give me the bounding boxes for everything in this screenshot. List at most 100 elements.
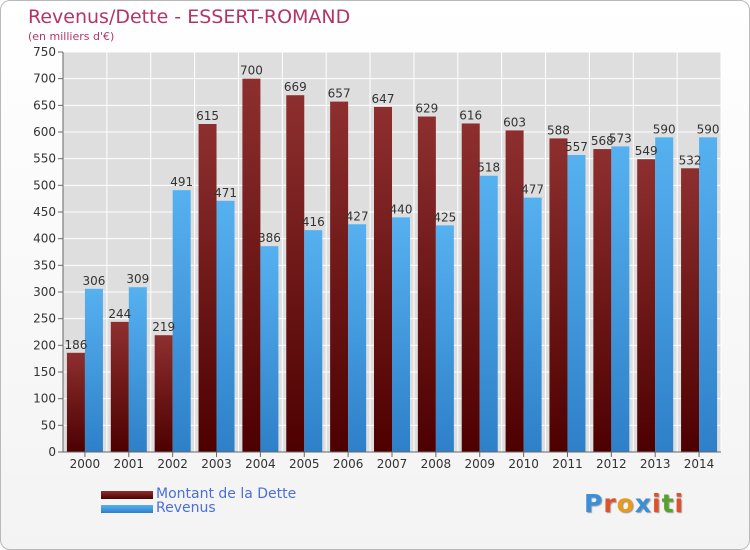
data-label-debt: 532 — [679, 153, 702, 167]
y-tick-label: 0 — [48, 445, 56, 459]
bar-debt — [198, 124, 217, 452]
y-tick-label: 200 — [33, 338, 56, 352]
bar-revenue — [260, 246, 279, 452]
y-tick-label: 700 — [33, 72, 56, 86]
x-tick-label: 2005 — [289, 457, 320, 471]
bar-revenue — [128, 287, 147, 452]
bar-debt — [549, 138, 568, 452]
y-tick-label: 100 — [33, 392, 56, 406]
y-tick-label: 550 — [33, 152, 56, 166]
bar-revenue — [479, 175, 498, 452]
x-tick-label: 2014 — [684, 457, 715, 471]
bar-revenue — [216, 200, 235, 452]
x-tick-label: 2001 — [114, 457, 145, 471]
data-label-debt: 616 — [459, 108, 482, 122]
legend-revenue-swatch — [101, 505, 153, 513]
bar-debt — [66, 352, 85, 452]
legend-debt-swatch — [101, 491, 153, 499]
y-tick-label: 750 — [33, 45, 56, 59]
x-tick-label: 2002 — [157, 457, 188, 471]
x-tick-label: 2000 — [70, 457, 101, 471]
logo-letter: t — [661, 489, 675, 518]
bar-debt — [593, 149, 612, 453]
y-tick-label: 650 — [33, 98, 56, 112]
data-label-revenue: 471 — [214, 186, 237, 200]
y-tick-label: 250 — [33, 312, 56, 326]
data-label-debt: 588 — [547, 123, 570, 137]
y-tick-label: 150 — [33, 365, 56, 379]
data-label-revenue: 440 — [390, 202, 413, 216]
proxiti-logo: Proxiti — [584, 489, 684, 518]
x-tick-label: 2003 — [201, 457, 232, 471]
data-label-debt: 629 — [415, 102, 438, 116]
x-tick-label: 2011 — [552, 457, 583, 471]
data-label-debt: 568 — [591, 134, 614, 148]
data-label-revenue: 491 — [170, 175, 193, 189]
bar-debt — [110, 321, 129, 452]
data-label-debt: 244 — [108, 307, 131, 321]
logo-letter: i — [674, 489, 685, 518]
data-label-revenue: 573 — [609, 131, 632, 145]
bar-debt — [330, 101, 349, 452]
bar-revenue — [392, 217, 410, 452]
bar-debt — [286, 95, 305, 452]
bar-revenue — [435, 225, 454, 452]
bar-revenue — [611, 146, 630, 452]
data-label-revenue: 557 — [565, 140, 588, 154]
bar-debt — [374, 106, 392, 452]
data-label-debt: 647 — [372, 92, 395, 106]
data-label-revenue: 590 — [653, 122, 676, 136]
data-label-revenue: 306 — [82, 274, 105, 288]
chart-subtitle: (en milliers d'€) — [28, 30, 115, 43]
y-tick-label: 450 — [33, 205, 56, 219]
data-label-debt: 669 — [284, 80, 307, 94]
x-tick-label: 2012 — [596, 457, 627, 471]
bar-revenue — [348, 224, 367, 452]
bar-debt — [154, 335, 173, 452]
bar-debt — [637, 159, 656, 452]
data-label-revenue: 425 — [433, 210, 456, 224]
bar-revenue — [304, 230, 323, 452]
data-label-debt: 186 — [64, 338, 87, 352]
x-tick-label: 2008 — [421, 457, 452, 471]
bar-debt — [461, 123, 480, 452]
x-tick-label: 2009 — [464, 457, 495, 471]
legend-revenue-label: Revenus — [156, 500, 216, 516]
data-label-debt: 603 — [503, 115, 526, 129]
x-tick-label: 2006 — [333, 457, 364, 471]
data-label-debt: 549 — [635, 144, 658, 158]
logo-letter: x — [634, 489, 652, 518]
data-label-revenue: 416 — [302, 215, 325, 229]
y-tick-label: 50 — [41, 418, 56, 432]
bar-revenue — [567, 154, 586, 452]
legend-debt-label: Montant de la Dette — [156, 486, 297, 502]
data-label-debt: 615 — [196, 109, 219, 123]
logo-letter: o — [616, 489, 635, 518]
y-tick-label: 300 — [33, 285, 56, 299]
data-label-revenue: 309 — [126, 272, 149, 286]
logo-letter: r — [603, 489, 617, 518]
bar-revenue — [523, 197, 542, 452]
data-label-revenue: 477 — [521, 183, 544, 197]
logo-letter: P — [584, 489, 604, 518]
x-tick-label: 2004 — [245, 457, 276, 471]
data-label-revenue: 386 — [258, 231, 281, 245]
bar-debt — [417, 116, 436, 453]
bar-debt — [242, 78, 261, 453]
y-tick-label: 600 — [33, 125, 56, 139]
chart-title: Revenus/Dette - ESSERT-ROMAND — [28, 6, 351, 28]
bar-revenue — [699, 137, 718, 453]
data-label-debt: 219 — [152, 320, 175, 334]
bar-debt — [681, 168, 700, 452]
x-tick-label: 2013 — [640, 457, 671, 471]
y-tick-label: 350 — [33, 258, 56, 272]
bar-revenue — [172, 190, 191, 452]
bar-revenue — [655, 137, 674, 453]
data-label-revenue: 427 — [346, 209, 369, 223]
data-label-debt: 700 — [240, 64, 263, 78]
data-label-debt: 657 — [328, 87, 351, 101]
logo-letter: i — [652, 489, 662, 518]
bar-debt — [505, 130, 524, 452]
